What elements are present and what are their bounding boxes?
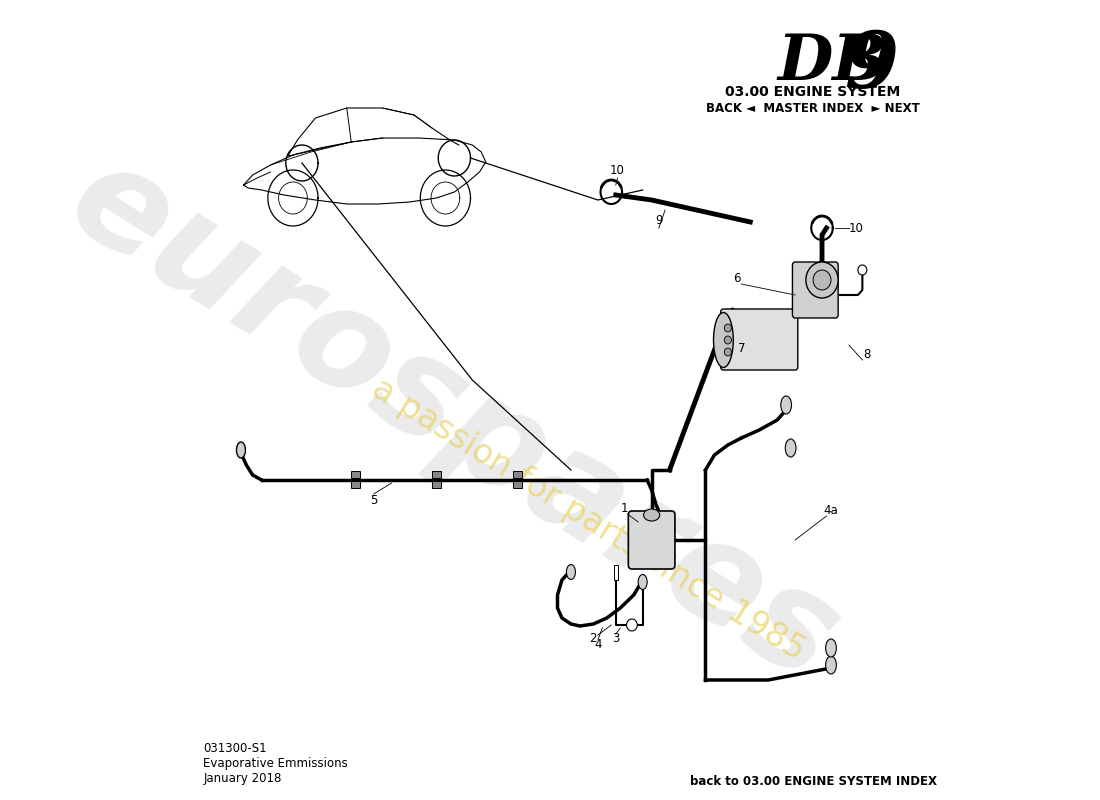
Ellipse shape bbox=[826, 656, 836, 674]
Text: 031300-S1: 031300-S1 bbox=[204, 742, 267, 755]
Text: DB: DB bbox=[778, 32, 887, 94]
Bar bbox=[513, 481, 521, 488]
Text: 4a: 4a bbox=[824, 503, 838, 517]
Circle shape bbox=[858, 265, 867, 275]
Ellipse shape bbox=[785, 439, 796, 457]
Ellipse shape bbox=[714, 313, 734, 367]
FancyBboxPatch shape bbox=[792, 262, 838, 318]
Bar bbox=[513, 471, 521, 478]
Text: 9: 9 bbox=[656, 214, 662, 226]
Text: January 2018: January 2018 bbox=[204, 772, 282, 785]
Text: a passion for parts since 1985: a passion for parts since 1985 bbox=[366, 373, 812, 667]
Text: 8: 8 bbox=[864, 349, 870, 362]
Circle shape bbox=[627, 619, 637, 631]
Bar bbox=[614, 565, 617, 580]
Text: 6: 6 bbox=[733, 271, 740, 285]
Text: 03.00 ENGINE SYSTEM: 03.00 ENGINE SYSTEM bbox=[725, 85, 901, 99]
Text: eurospares: eurospares bbox=[46, 130, 862, 710]
Ellipse shape bbox=[566, 565, 575, 579]
Bar bbox=[351, 471, 360, 478]
Ellipse shape bbox=[781, 396, 792, 414]
Text: 1: 1 bbox=[621, 502, 628, 514]
FancyBboxPatch shape bbox=[720, 309, 798, 370]
Circle shape bbox=[813, 270, 830, 290]
Text: 4: 4 bbox=[594, 638, 602, 651]
Ellipse shape bbox=[638, 574, 647, 590]
Bar bbox=[432, 481, 441, 488]
Text: BACK ◄  MASTER INDEX  ► NEXT: BACK ◄ MASTER INDEX ► NEXT bbox=[706, 102, 920, 115]
Text: 2: 2 bbox=[590, 631, 597, 645]
Text: 3: 3 bbox=[612, 631, 619, 645]
Text: 9: 9 bbox=[845, 28, 899, 105]
Bar bbox=[432, 471, 441, 478]
Text: 10: 10 bbox=[610, 163, 625, 177]
Circle shape bbox=[806, 262, 838, 298]
Text: 10: 10 bbox=[849, 222, 864, 234]
Circle shape bbox=[724, 336, 732, 344]
Text: 5: 5 bbox=[370, 494, 377, 506]
Ellipse shape bbox=[644, 509, 660, 521]
FancyBboxPatch shape bbox=[628, 511, 675, 569]
Ellipse shape bbox=[236, 442, 245, 458]
Text: Evaporative Emmissions: Evaporative Emmissions bbox=[204, 757, 348, 770]
Text: back to 03.00 ENGINE SYSTEM INDEX: back to 03.00 ENGINE SYSTEM INDEX bbox=[690, 775, 936, 788]
Text: 7: 7 bbox=[738, 342, 745, 354]
Bar bbox=[351, 481, 360, 488]
Circle shape bbox=[724, 348, 732, 356]
Circle shape bbox=[724, 324, 732, 332]
Ellipse shape bbox=[826, 639, 836, 657]
